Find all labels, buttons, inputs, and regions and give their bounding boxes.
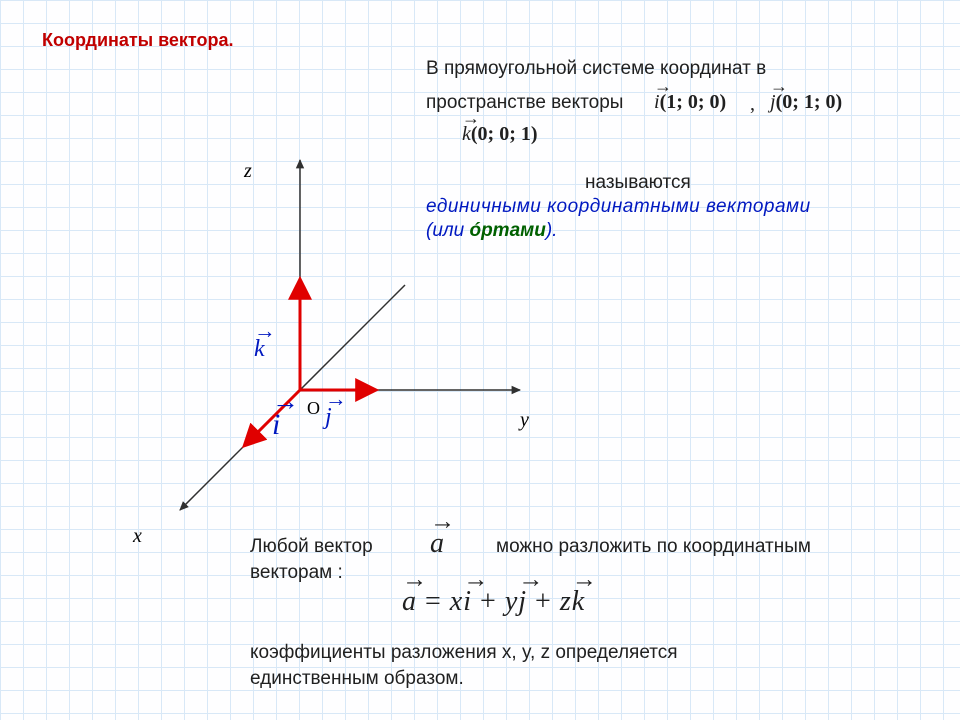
formula: a = xi + yj + zk — [402, 582, 585, 621]
p2-pre: Любой вектор — [250, 534, 373, 561]
label-y: y — [520, 409, 529, 432]
p2-post: можно разложить по координатным — [496, 534, 811, 561]
label-vec-k: k — [254, 336, 265, 363]
label-origin: O — [307, 398, 320, 419]
vec-j-char: j — [325, 404, 332, 431]
label-vec-j: j — [325, 404, 332, 431]
content-layer: Координаты вектора. В прямоугольной сист… — [0, 0, 960, 720]
label-x: x — [133, 525, 142, 548]
vec-k-char: k — [254, 336, 265, 363]
vec-a-char: a — [430, 524, 444, 563]
axis-x-pos — [300, 285, 405, 390]
label-vec-i: i — [272, 408, 280, 442]
p3-line1: коэффициенты разложения x, y, z определя… — [250, 640, 678, 667]
label-z: z — [244, 160, 252, 183]
vec-a: a — [430, 524, 444, 563]
p3-line2: единственным образом. — [250, 666, 464, 693]
p2-line2: векторам : — [250, 560, 343, 587]
vec-i-char: i — [272, 408, 280, 442]
